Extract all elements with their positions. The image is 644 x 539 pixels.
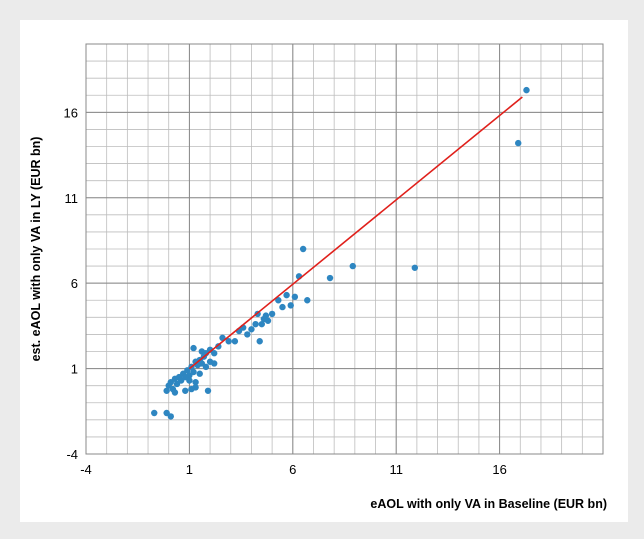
data-point [252,320,259,328]
data-point [186,377,193,384]
data-point [264,317,272,324]
data-point [171,389,179,396]
trendline [188,96,523,370]
data-point [283,291,290,299]
data-point [182,387,189,394]
data-point [192,379,199,386]
data-point [256,338,263,345]
data-point [299,245,307,253]
data-point [268,310,276,318]
data-point [291,293,299,301]
data-point [231,338,239,345]
data-point [202,363,210,371]
x-tick-label: 16 [492,462,506,477]
chart-panel: -4 1 6 11 16 -4 1 6 11 16 eAOL with only VA in Bas… [20,20,628,522]
data-point [258,320,265,328]
x-tick-label: -4 [80,462,92,477]
data-point [515,139,522,147]
data-point [304,297,311,304]
data-point [275,297,282,304]
data-point [279,303,286,311]
plot-area-border [85,43,604,455]
data-point [204,387,212,394]
x-axis-title: eAOL with only VA in Baseline (EUR bn) [370,497,607,511]
data-point [211,350,218,357]
data-point [225,338,232,345]
data-point [163,387,170,394]
data-point [190,368,197,376]
data-point [287,302,294,309]
x-tick-label: 11 [389,462,403,477]
data-point [248,326,255,333]
data-point [211,360,218,367]
data-point [196,370,203,377]
data-point [244,331,251,338]
y-tick-label: 11 [65,191,79,206]
data-point [349,262,356,270]
x-tick-label: 6 [289,462,296,477]
y-axis-title: est. eAOL with only VA in LY (EUR bn) [29,137,43,362]
data-point [411,264,419,271]
y-tick-label: 16 [64,105,78,120]
data-point [326,274,334,282]
data-point [523,86,530,94]
x-tick-label: 1 [186,462,193,477]
data-point [198,348,206,355]
data-point [215,343,222,350]
data-point [167,413,174,420]
data-point [151,409,158,417]
y-tick-label: 6 [71,276,78,291]
y-tick-label: 1 [71,362,78,377]
data-point [190,344,197,352]
y-tick-label: -4 [66,447,78,462]
data-point [192,384,199,391]
data-point [262,312,270,319]
